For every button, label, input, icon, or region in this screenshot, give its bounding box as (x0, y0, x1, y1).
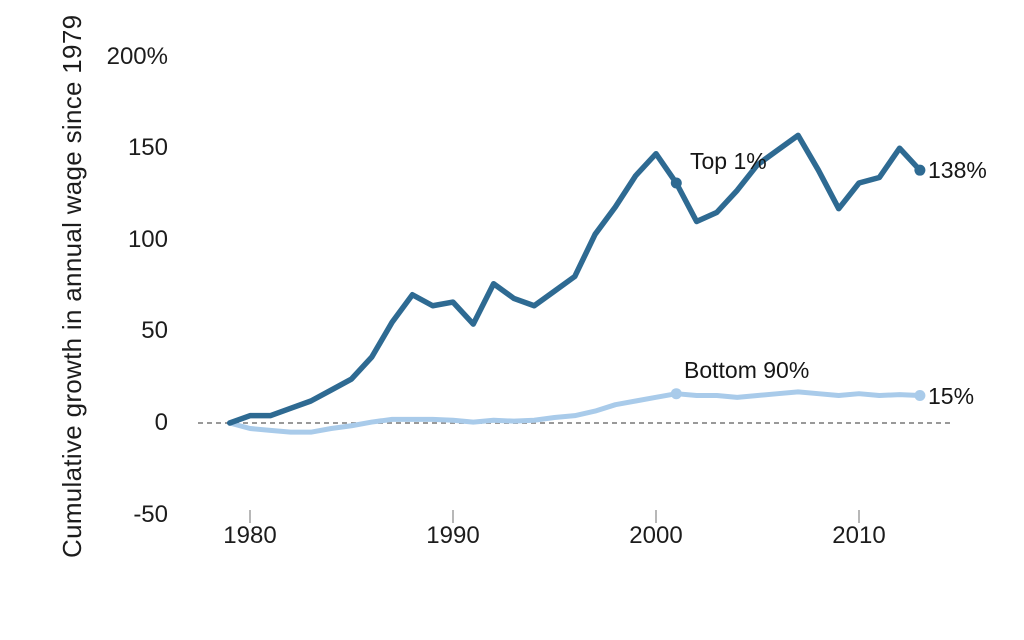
zero-baseline-dashed (198, 422, 952, 424)
x-tick-label: 2010 (832, 522, 886, 549)
series-label-top-1-percent: Top 1% (690, 148, 767, 174)
x-tick-mark (858, 510, 860, 523)
series-line-top-1 (226, 132, 923, 426)
end-value-label-top-1-percent: 138% (928, 157, 987, 183)
x-tick-label: 2000 (629, 522, 683, 549)
data-point-marker-bottom-90-2013 (914, 390, 926, 402)
y-tick-label: -50 (133, 500, 168, 528)
data-point-marker-top-1-2013 (914, 164, 926, 176)
data-point-marker-top-1-2001 (670, 177, 682, 189)
y-tick-label: 0 (154, 409, 168, 436)
end-value-label-bottom-90-percent: 15% (928, 383, 975, 409)
data-point-marker-bottom-90-2001 (670, 388, 682, 400)
x-tick-label: 1990 (426, 522, 480, 549)
series-label-bottom-90-percent: Bottom 90% (684, 357, 810, 383)
series-line-bottom-90 (227, 389, 923, 435)
y-tick-label: 100 (127, 225, 168, 253)
x-tick-mark (452, 510, 454, 523)
y-tick-label: 50 (141, 317, 168, 345)
y-tick-label: 200% (106, 42, 168, 70)
x-tick-mark (249, 510, 251, 523)
x-tick-mark (655, 510, 657, 523)
x-tick-label: 1980 (223, 522, 277, 549)
y-tick-label: 150 (127, 134, 168, 162)
